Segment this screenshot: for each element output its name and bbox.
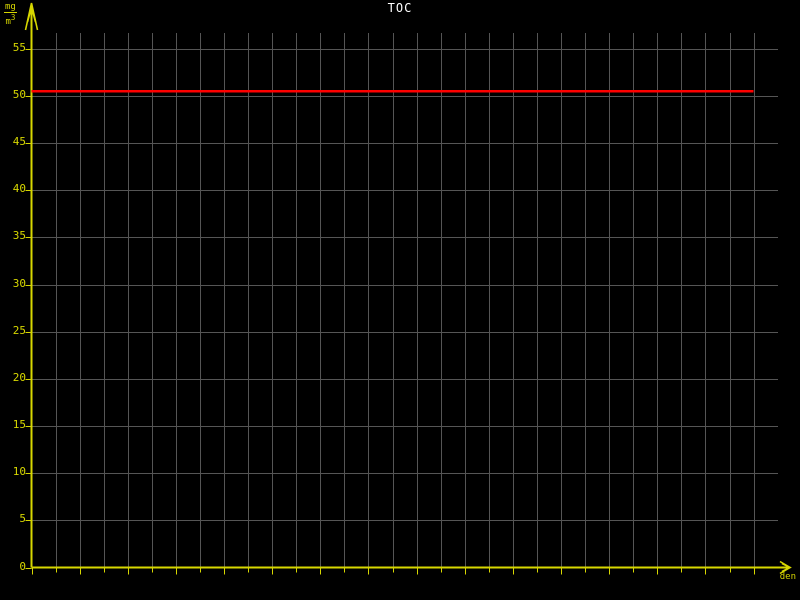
y-axis-tick-label: 45 [12,135,26,149]
y-axis-tick-label: 55 [12,40,26,54]
x-axis-label: den [779,572,796,582]
y-axis-tick-label: 25 [12,323,26,337]
y-axis-tick-label: 5 [19,512,26,526]
y-axis-tick-label: 15 [12,418,26,432]
y-axis-tick-label: 40 [12,182,26,196]
y-axis-label-numerator: mg [4,2,17,13]
y-axis-tick-label: 50 [12,88,26,101]
y-axis-label-denominator: m3 [4,13,17,27]
y-axis-tick-label: 0 [19,559,26,573]
y-axis-tick-label: 30 [12,276,26,290]
y-axis-tick-label: 10 [12,465,26,479]
y-axis-ticks [25,48,32,570]
y-axis-tick-label: 35 [12,229,26,243]
x-axis-ticks [31,567,756,575]
y-axis-label-denominator-exponent: 3 [10,13,16,22]
y-axis-arrowhead-inner [26,3,37,23]
vertical-gridlines [56,33,755,568]
y-axis-tick-label: 20 [12,370,26,384]
chart-title: TOC [387,1,413,15]
y-axis-label: mg m3 [4,2,17,27]
y-axis-label-denominator-base: m [5,17,11,27]
axes [24,2,792,575]
x-axis-arrowhead-inner [781,562,792,573]
horizontal-gridlines [31,49,778,521]
